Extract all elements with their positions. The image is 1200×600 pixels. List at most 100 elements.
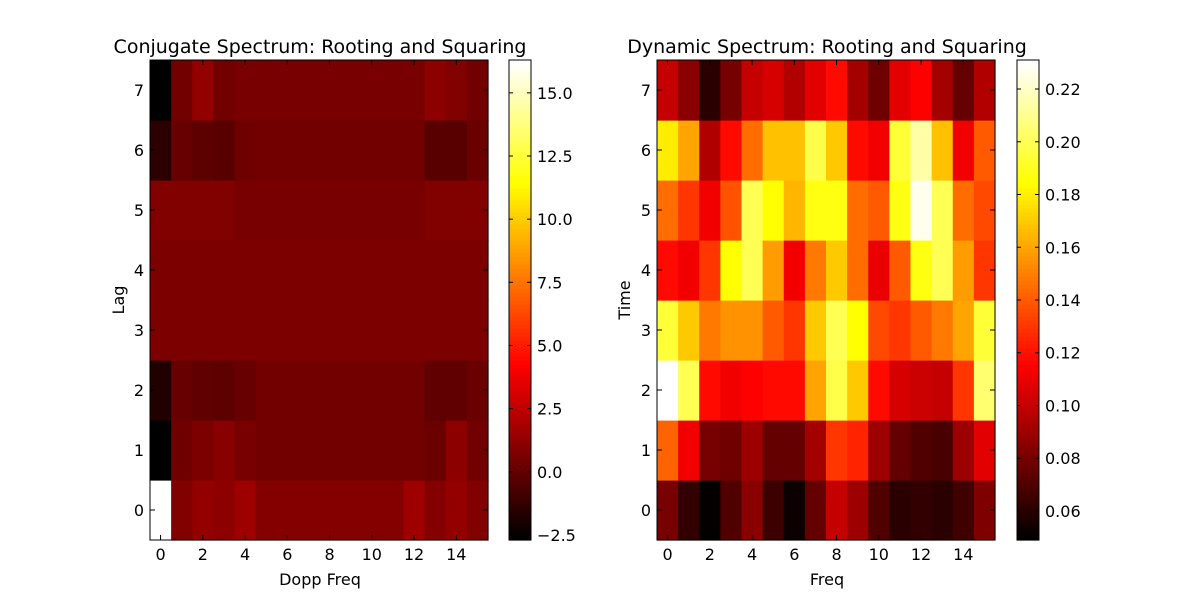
colorbar-segment (509, 80, 531, 85)
colorbar-segment (1017, 344, 1039, 349)
heatmap-cell (192, 480, 214, 541)
heatmap-cell (445, 240, 468, 301)
colorbar-tick-label: 0.16 (1045, 238, 1081, 257)
heatmap-cell (826, 120, 848, 181)
heatmap-cells (150, 60, 489, 541)
colorbar-segment (509, 144, 531, 149)
colorbar-segment (1017, 168, 1039, 173)
colorbar-segment (509, 208, 531, 213)
heatmap-cell (657, 360, 679, 421)
heatmap-cell (150, 300, 172, 361)
heatmap-cell (847, 480, 869, 541)
y-tick-label: 6 (641, 141, 651, 160)
heatmap-cell (910, 300, 933, 361)
heatmap-cell (952, 180, 975, 241)
colorbar-segment (1017, 352, 1039, 357)
heatmap-cell (340, 480, 362, 541)
heatmap-cell (403, 300, 426, 361)
y-tick-label: 3 (641, 321, 651, 340)
colorbar-segment (1017, 252, 1039, 257)
colorbar-segment (509, 132, 531, 137)
heatmap-cell (171, 240, 193, 301)
colorbar-segment (509, 460, 531, 465)
colorbar-segment (509, 64, 531, 69)
colorbar-segment (1017, 164, 1039, 169)
heatmap-cell (973, 180, 996, 241)
heatmap-cell (361, 420, 383, 481)
colorbar-segment (1017, 336, 1039, 341)
plot-frame (149, 59, 489, 541)
heatmap-cell (150, 480, 172, 541)
colorbar-segment (509, 72, 531, 77)
colorbar-segment (509, 112, 531, 117)
colorbar-segment (1017, 292, 1039, 297)
heatmap-cell (678, 360, 700, 421)
heatmap-cell (319, 300, 341, 361)
heatmap-cell (931, 480, 954, 541)
heatmap-cell (150, 420, 172, 481)
heatmap-cell (276, 300, 299, 361)
colorbar-segment (1017, 432, 1039, 437)
heatmap-cell (424, 420, 447, 481)
heatmap-cell (699, 480, 721, 541)
colorbar-segment (509, 480, 531, 485)
heatmap-cell (973, 420, 996, 481)
colorbar-segment (1017, 440, 1039, 445)
heatmap-cell (445, 480, 468, 541)
heatmap-cell (255, 60, 278, 121)
colorbar-segment (1017, 84, 1039, 89)
heatmap-cell (466, 300, 489, 361)
colorbar-segment (1017, 144, 1039, 149)
heatmap-cell (445, 360, 468, 421)
heatmap-cell (192, 240, 214, 301)
colorbar-segment (509, 152, 531, 157)
colorbar-segment (1017, 512, 1039, 517)
colorbar-segment (509, 364, 531, 369)
heatmap-cell (952, 300, 975, 361)
colorbar-segment (509, 484, 531, 489)
colorbar-segment (1017, 100, 1039, 105)
x-tick-label: 0 (155, 545, 165, 564)
x-tick-label: 8 (831, 545, 841, 564)
colorbar-segment (509, 284, 531, 289)
x-axis-ticks: 0 2 4 6 8 10 12 14 (662, 60, 973, 564)
heatmap-cell (171, 120, 193, 181)
heatmap-cell (657, 180, 679, 241)
heatmap-cell (382, 240, 405, 301)
colorbar-segment (1017, 148, 1039, 153)
heatmap-cell (889, 120, 912, 181)
heatmap-cell (762, 120, 785, 181)
colorbar-segment (1017, 212, 1039, 217)
colorbar-segment (509, 420, 531, 425)
heatmap-cell (150, 180, 172, 241)
colorbar-segment (509, 60, 531, 65)
x-tick-label: 4 (747, 545, 757, 564)
heatmap-cell (783, 240, 806, 301)
heatmap-cell (445, 120, 468, 181)
heatmap-cell (783, 480, 806, 541)
colorbar-segment (1017, 416, 1039, 421)
heatmap-cell (678, 180, 700, 241)
heatmap-cell (466, 120, 489, 181)
colorbar-segment (1017, 224, 1039, 229)
heatmap-cell (297, 240, 320, 301)
heatmap-cell (889, 420, 912, 481)
colorbar-segment (1017, 228, 1039, 233)
y-tick-label: 5 (134, 201, 144, 220)
y-tick-label: 1 (641, 441, 651, 460)
heatmap-cell (150, 240, 172, 301)
colorbar-segment (509, 164, 531, 169)
colorbar-segment (509, 192, 531, 197)
colorbar-tick-label: 0.22 (1045, 80, 1081, 99)
heatmap-cell (213, 420, 236, 481)
colorbar-segment (1017, 368, 1039, 373)
colorbar-segment (509, 396, 531, 401)
heatmap-cell (424, 300, 447, 361)
colorbar-segment (1017, 484, 1039, 489)
heatmap-cell (657, 480, 679, 541)
heatmap-cell (192, 120, 214, 181)
x-tick-label: 8 (324, 545, 334, 564)
colorbar-segment (1017, 260, 1039, 265)
heatmap-cell (382, 120, 405, 181)
heatmap-cell (213, 180, 236, 241)
